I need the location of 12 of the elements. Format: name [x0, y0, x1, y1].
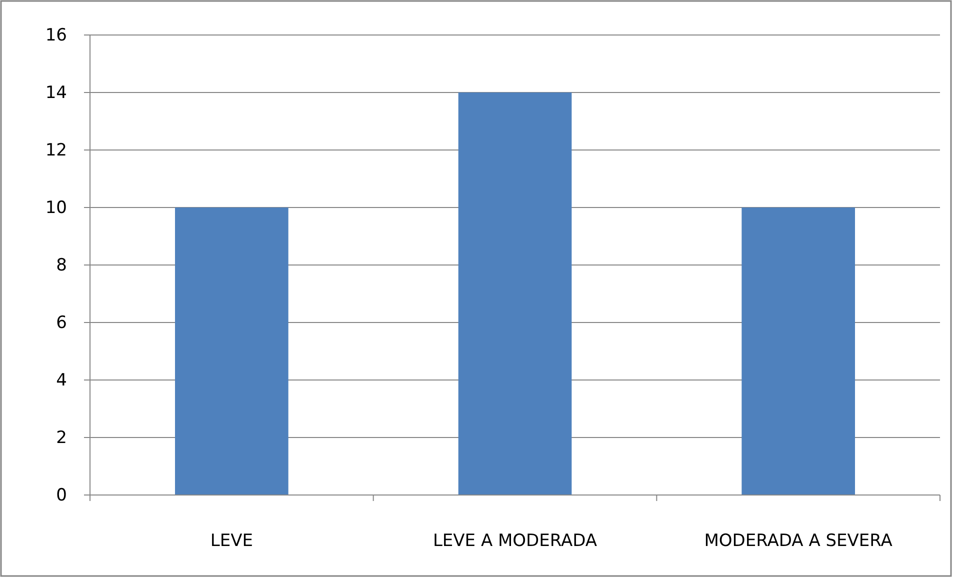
y-tick-label: 2	[56, 428, 67, 448]
y-tick-label: 16	[45, 25, 67, 46]
x-tick-label: LEVE	[210, 531, 253, 551]
y-tick-label: 6	[56, 312, 67, 333]
y-tick-label: 14	[45, 82, 67, 103]
y-tick-label: 8	[56, 255, 67, 276]
x-tick-label: LEVE A MODERADA	[432, 531, 598, 551]
y-tick-label: 12	[45, 140, 67, 160]
y-tick-label: 0	[56, 485, 67, 506]
x-tick-label: MODERADA A SEVERA	[704, 531, 893, 551]
y-tick-label: 10	[45, 198, 67, 218]
y-tick-label: 4	[56, 370, 67, 390]
